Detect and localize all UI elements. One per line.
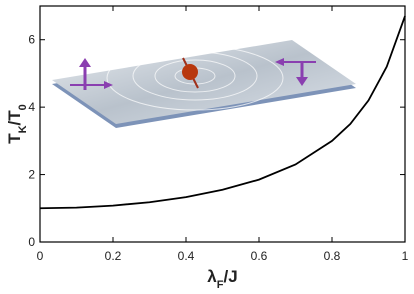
y-axis-label-part: T (5, 133, 24, 144)
y-axis-label-part: 0 (17, 104, 29, 110)
ripples (106, 45, 284, 111)
x-tick-label: 0.6 (251, 249, 268, 263)
y-tick-label: 2 (28, 168, 35, 182)
x-tick-label: 0.4 (178, 249, 195, 263)
x-tick-label: 0.8 (324, 249, 341, 263)
plot-frame (39, 5, 406, 243)
x-axis-label-part: /J (224, 267, 238, 286)
x-tick-label: 1 (402, 249, 409, 263)
x-axis-label-part: λ (207, 267, 217, 286)
y-tick-label: 0 (28, 235, 35, 249)
y-axis-label: TK/T0 (5, 104, 29, 144)
x-axis-label: λF/J (207, 267, 237, 291)
x-tick-label: 0.2 (105, 249, 122, 263)
x-tick-label: 0 (37, 249, 44, 263)
data-line (39, 15, 406, 210)
y-axis-label-part: /T (5, 110, 24, 126)
inset-illustration (52, 40, 356, 128)
y-tick-label: 4 (28, 100, 35, 114)
y-axis-label-part: K (17, 125, 29, 133)
spin-arrows (70, 58, 316, 90)
impurity (182, 64, 198, 80)
y-tick-label: 6 (28, 33, 35, 47)
x-axis-label-part: F (217, 279, 224, 291)
